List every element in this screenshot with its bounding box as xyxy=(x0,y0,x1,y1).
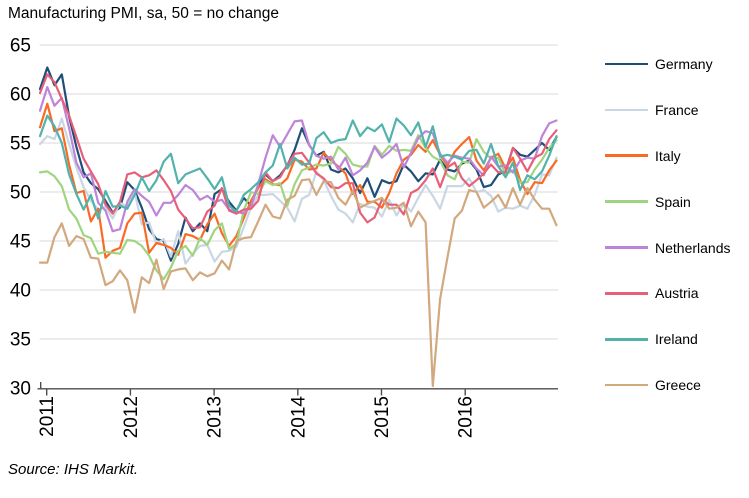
legend-swatch-austria xyxy=(605,292,648,295)
legend-item-austria: Austria xyxy=(605,270,749,316)
series-line-greece xyxy=(38,178,558,388)
legend-label-austria: Austria xyxy=(655,285,699,302)
legend-label-italy: Italy xyxy=(655,147,681,164)
y-axis-label: 55 xyxy=(10,134,31,155)
legend-label-spain: Spain xyxy=(655,193,691,210)
legend-item-france: France xyxy=(605,87,749,133)
y-axis-label: 35 xyxy=(10,330,31,351)
series-lines xyxy=(38,66,558,388)
y-axis-label: 40 xyxy=(10,281,31,302)
x-axis-label-2011: 2011 xyxy=(37,396,58,437)
chart-title: Manufacturing PMI, sa, 50 = no change xyxy=(8,5,279,22)
series-line-italy xyxy=(38,102,558,259)
legend: Germany France Italy Spain Netherlands Austri… xyxy=(605,41,749,408)
legend-label-germany: Germany xyxy=(655,55,713,72)
y-axis-label: 60 xyxy=(10,85,31,106)
series-line-ireland xyxy=(38,114,558,220)
y-axis-label: 45 xyxy=(10,232,31,253)
gridlines xyxy=(39,44,558,340)
source-note: Source: IHS Markit. xyxy=(8,461,139,478)
y-axis-labels: 30 35 40 45 50 55 60 65 xyxy=(10,36,31,400)
legend-label-netherlands: Netherlands xyxy=(655,239,731,256)
y-axis-label: 50 xyxy=(10,183,31,204)
legend-swatch-germany xyxy=(605,62,648,66)
x-axis-label-2012: 2012 xyxy=(121,396,142,438)
x-axis xyxy=(37,382,558,396)
legend-swatch-spain xyxy=(605,200,648,203)
y-axis-label: 65 xyxy=(10,36,31,57)
legend-swatch-ireland xyxy=(605,337,648,341)
legend-label-ireland: Ireland xyxy=(655,331,698,348)
series-line-netherlands xyxy=(38,85,558,233)
legend-swatch-italy xyxy=(605,154,648,158)
y-axis-label: 30 xyxy=(10,379,31,400)
legend-swatch-france xyxy=(605,108,648,112)
legend-swatch-netherlands xyxy=(605,246,648,249)
x-axis-label-2015: 2015 xyxy=(372,396,393,438)
x-axis-label-2013: 2013 xyxy=(205,396,226,438)
legend-item-greece: Greece xyxy=(605,362,749,408)
legend-item-italy: Italy xyxy=(605,133,749,179)
series-line-austria xyxy=(38,73,558,230)
x-axis-label-2016: 2016 xyxy=(456,396,477,438)
legend-label-greece: Greece xyxy=(655,377,701,394)
x-axis-label-2014: 2014 xyxy=(288,396,309,439)
legend-item-ireland: Ireland xyxy=(605,316,749,362)
legend-item-germany: Germany xyxy=(605,41,749,87)
legend-label-france: France xyxy=(655,101,699,118)
legend-item-netherlands: Netherlands xyxy=(605,225,749,271)
x-axis-labels: 2011 2012 2013 2014 2015 2016 xyxy=(37,396,477,439)
legend-swatch-greece xyxy=(605,383,648,387)
legend-item-spain: Spain xyxy=(605,179,749,225)
